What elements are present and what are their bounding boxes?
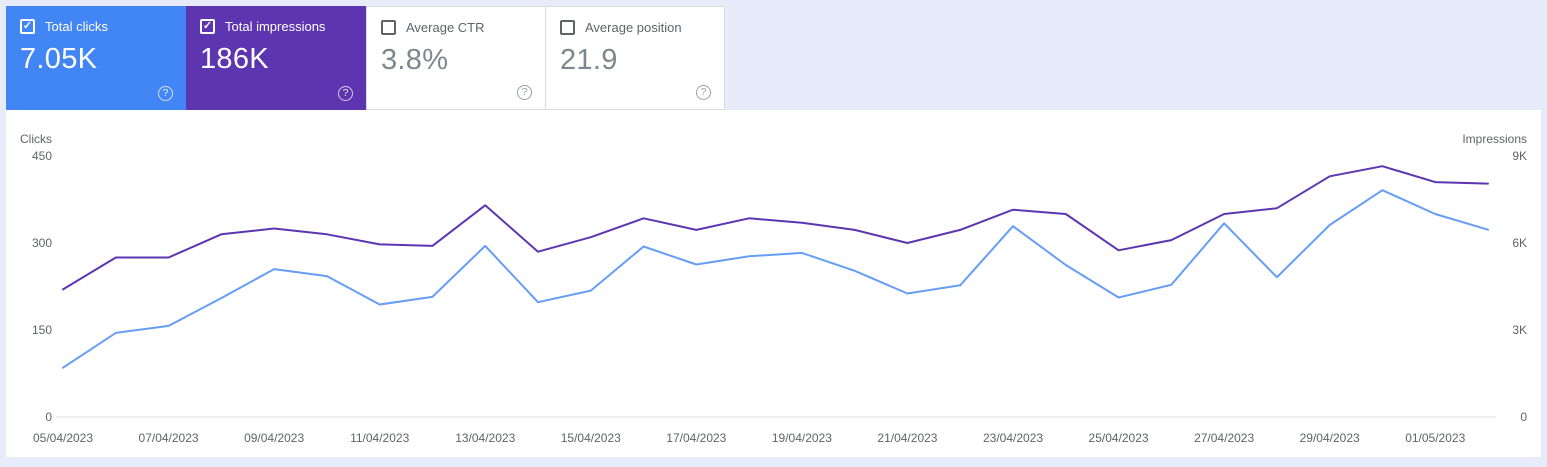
clicks-line — [62, 189, 1489, 369]
x-axis-tick: 23/04/2023 — [983, 431, 1043, 445]
help-icon[interactable]: ? — [158, 86, 173, 101]
left-axis-tick: 150 — [32, 323, 52, 337]
metric-card-average-ctr[interactable]: Average CTR 3.8%? — [366, 6, 546, 110]
impressions-line — [62, 165, 1489, 291]
right-axis-tick: 3K — [1512, 323, 1527, 337]
right-axis-tick: 0 — [1520, 410, 1527, 424]
metric-card-total-clicks[interactable]: ✓ Total clicks 7.05K? — [6, 6, 186, 110]
card-value: 186K — [200, 43, 269, 75]
checkbox-checked-icon[interactable]: ✓ — [200, 19, 215, 34]
checkbox-unchecked-icon[interactable] — [381, 20, 396, 35]
card-label: Average position — [585, 20, 682, 35]
performance-chart-panel: Clicks Impressions 450 300 150 0 9K 6K 3K 0 05/04/… — [6, 110, 1541, 457]
x-axis-tick: 05/04/2023 — [33, 431, 93, 445]
checkbox-unchecked-icon[interactable] — [560, 20, 575, 35]
left-axis-tick: 0 — [45, 410, 52, 424]
card-label: Average CTR — [406, 20, 485, 35]
help-icon[interactable]: ? — [517, 85, 532, 100]
card-value: 7.05K — [20, 43, 98, 75]
right-axis-tick: 6K — [1512, 236, 1527, 250]
performance-chart[interactable]: Clicks Impressions 450 300 150 0 9K 6K 3K 0 05/04/… — [6, 110, 1541, 457]
metric-card-average-position[interactable]: Average position 21.9? — [545, 6, 725, 110]
x-axis-tick: 07/04/2023 — [139, 431, 199, 445]
card-header: ✓ Total impressions — [200, 19, 352, 34]
x-axis-tick: 15/04/2023 — [561, 431, 621, 445]
left-axis-title: Clicks — [20, 132, 52, 146]
card-header: Average position — [560, 20, 710, 35]
x-axis-tick: 29/04/2023 — [1300, 431, 1360, 445]
metric-cards-row: ✓ Total clicks 7.05K? ✓ Total impressions 186… — [6, 6, 725, 110]
card-label: Total clicks — [45, 19, 108, 34]
card-label: Total impressions — [225, 19, 326, 34]
card-value: 3.8% — [381, 44, 449, 76]
x-axis-tick: 25/04/2023 — [1089, 431, 1149, 445]
x-axis-tick: 09/04/2023 — [244, 431, 304, 445]
card-header: Average CTR — [381, 20, 531, 35]
metric-card-total-impressions[interactable]: ✓ Total impressions 186K? — [186, 6, 366, 110]
right-axis-tick: 9K — [1512, 149, 1527, 163]
x-axis-tick: 13/04/2023 — [455, 431, 515, 445]
x-axis-tick: 21/04/2023 — [877, 431, 937, 445]
x-axis-tick: 17/04/2023 — [666, 431, 726, 445]
x-axis-tick: 11/04/2023 — [350, 431, 409, 445]
help-icon[interactable]: ? — [696, 85, 711, 100]
checkbox-checked-icon[interactable]: ✓ — [20, 19, 35, 34]
help-icon[interactable]: ? — [338, 86, 353, 101]
left-axis-tick: 300 — [32, 236, 52, 250]
x-axis-tick: 01/05/2023 — [1405, 431, 1465, 445]
x-axis-tick: 27/04/2023 — [1194, 431, 1254, 445]
x-axis-tick: 19/04/2023 — [772, 431, 832, 445]
card-header: ✓ Total clicks — [20, 19, 172, 34]
card-value: 21.9 — [560, 44, 618, 76]
right-axis-title: Impressions — [1462, 132, 1527, 146]
left-axis-tick: 450 — [32, 149, 52, 163]
